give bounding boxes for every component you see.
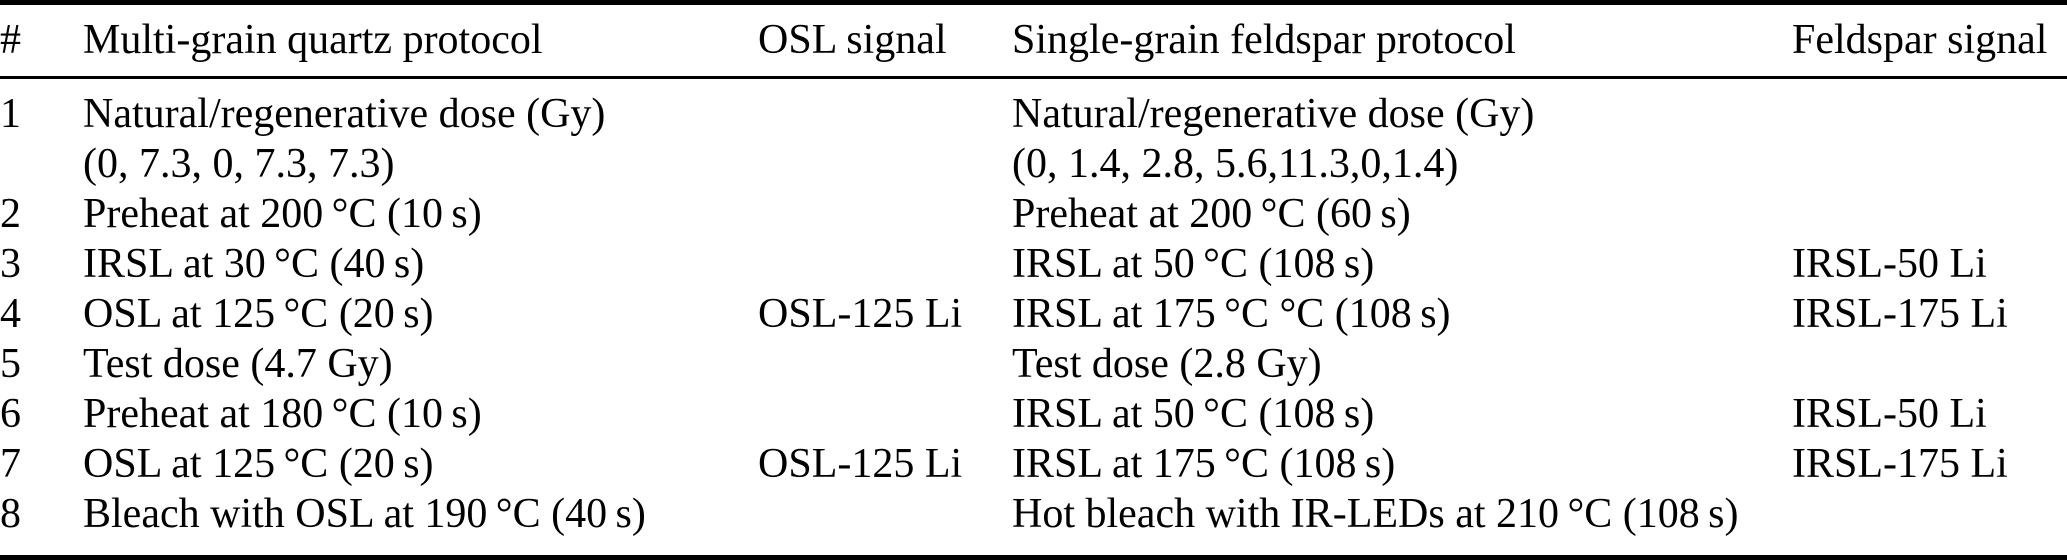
feldspar-protocol-cell: Test dose (2.8 Gy) (1012, 341, 1322, 387)
osl-signal-cell: OSL-125 Li (758, 291, 963, 337)
table-row: 4 OSL at 125 °C (20 s) OSL-125 Li IRSL a… (0, 289, 2067, 339)
feldspar-protocol-cell: IRSL at 175 °C (108 s) (1012, 441, 1396, 487)
feldspar-protocol-cell: Preheat at 200 °C (60 s) (1012, 191, 1411, 237)
table-row: 2 Preheat at 200 °C (10 s) Preheat at 20… (0, 189, 2067, 239)
feldspar-signal-cell: IRSL-175 Li (1792, 441, 2008, 487)
table-row: 1 Natural/regenerative dose (Gy) (0, 7.3… (0, 78, 2067, 190)
feldspar-signal-cell (1792, 189, 2067, 239)
feldspar-protocol-cell: IRSL at 50 °C (108 s) (1012, 391, 1375, 437)
feldspar-protocol-cell: Hot bleach with IR-LEDs at 210 °C (108 s… (1012, 491, 1739, 537)
osl-signal-cell (758, 389, 1012, 439)
table-row: 8 Bleach with OSL at 190 °C (40 s) Hot b… (0, 489, 2067, 558)
osl-signal-cell (758, 489, 1012, 558)
feldspar-signal-cell (1792, 339, 2067, 389)
step-number-cell: 4 (0, 291, 21, 337)
osl-signal-column-header: OSL signal (758, 2, 1012, 79)
protocol-step-text: Natural/regenerative dose (Gy) (1012, 91, 1535, 137)
step-number-cell: 3 (0, 241, 21, 287)
quartz-protocol-cell: Preheat at 200 °C (10 s) (83, 191, 482, 237)
feldspar-protocol-cell: IRSL at 50 °C (108 s) (1012, 241, 1375, 287)
dose-list-text: (0, 7.3, 0, 7.3, 7.3) (83, 141, 395, 187)
protocol-step-text: Natural/regenerative dose (Gy) (83, 91, 606, 137)
table-row: 5 Test dose (4.7 Gy) Test dose (2.8 Gy) (0, 339, 2067, 389)
feldspar-signal-cell: IRSL-50 Li (1792, 241, 1987, 287)
feldspar-protocol-cell: IRSL at 175 °C °C (108 s) (1012, 291, 1451, 337)
quartz-protocol-cell: Bleach with OSL at 190 °C (40 s) (83, 491, 646, 537)
feldspar-signal-cell (1792, 78, 2067, 190)
step-number-cell: 6 (0, 391, 21, 437)
quartz-protocol-cell: OSL at 125 °C (20 s) (83, 291, 434, 337)
feldspar-signal-cell: IRSL-50 Li (1792, 391, 1987, 437)
feldspar-protocol-column-header: Single-grain feldspar protocol (1012, 2, 1792, 79)
feldspar-signal-cell (1792, 489, 2067, 558)
step-number-cell: 2 (0, 191, 21, 237)
feldspar-signal-cell: IRSL-175 Li (1792, 291, 2008, 337)
osl-signal-cell (758, 189, 1012, 239)
step-number-cell: 7 (0, 441, 21, 487)
quartz-protocol-cell: Natural/regenerative dose (Gy) (0, 7.3, … (83, 78, 758, 190)
feldspar-protocol-cell: Natural/regenerative dose (Gy) (0, 1.4, … (1012, 78, 1792, 190)
step-number-cell: 1 (0, 91, 21, 137)
quartz-protocol-cell: IRSL at 30 °C (40 s) (83, 241, 425, 287)
osl-signal-cell: OSL-125 Li (758, 441, 963, 487)
table-row: 7 OSL at 125 °C (20 s) OSL-125 Li IRSL a… (0, 439, 2067, 489)
table-row: 3 IRSL at 30 °C (40 s) IRSL at 50 °C (10… (0, 239, 2067, 289)
step-column-header: # (0, 2, 83, 79)
step-number-cell: 5 (0, 341, 21, 387)
quartz-protocol-cell: OSL at 125 °C (20 s) (83, 441, 434, 487)
dose-list-text: (0, 1.4, 2.8, 5.6,11.3,0,1.4) (1012, 141, 1459, 187)
quartz-protocol-cell: Preheat at 180 °C (10 s) (83, 391, 482, 437)
header-row: # Multi-grain quartz protocol OSL signal… (0, 2, 2067, 79)
quartz-protocol-column-header: Multi-grain quartz protocol (83, 2, 758, 79)
table-row: 6 Preheat at 180 °C (10 s) IRSL at 50 °C… (0, 389, 2067, 439)
quartz-protocol-cell: Test dose (4.7 Gy) (83, 341, 393, 387)
feldspar-signal-column-header: Feldspar signal (1792, 2, 2067, 79)
step-number-cell: 8 (0, 491, 21, 537)
osl-signal-cell (758, 239, 1012, 289)
osl-signal-cell (758, 78, 1012, 190)
osl-signal-cell (758, 339, 1012, 389)
